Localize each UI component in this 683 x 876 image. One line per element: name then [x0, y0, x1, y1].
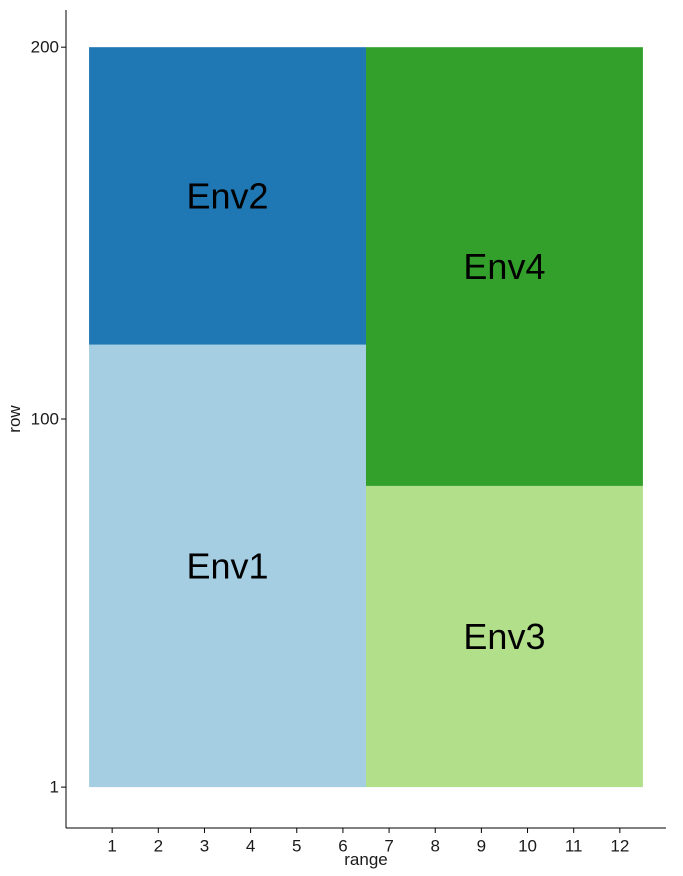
x-tick-label: 11	[565, 837, 583, 856]
x-tick-label: 10	[518, 837, 537, 856]
env-label-env3: Env3	[463, 616, 545, 657]
y-tick-label: 200	[31, 38, 59, 57]
env-label-env1: Env1	[187, 545, 269, 586]
x-tick-label: 6	[338, 837, 347, 856]
x-tick-label: 1	[107, 837, 116, 856]
x-tick-label: 12	[610, 837, 629, 856]
x-tick-label: 2	[154, 837, 163, 856]
env-block-env1	[89, 344, 367, 788]
x-tick-label: 3	[200, 837, 209, 856]
env-block-env4	[366, 47, 643, 486]
env-label-env4: Env4	[463, 246, 545, 287]
x-tick-label: 8	[430, 837, 439, 856]
env-label-env2: Env2	[187, 175, 269, 216]
y-tick-label: 1	[50, 778, 59, 797]
x-tick-label: 9	[477, 837, 486, 856]
x-axis-title: range	[344, 850, 387, 869]
y-tick-label: 100	[31, 410, 59, 429]
x-tick-label: 4	[246, 837, 255, 856]
x-tick-label: 7	[384, 837, 393, 856]
env-block-env3	[366, 485, 643, 788]
y-axis-title: row	[5, 405, 24, 433]
env-labels: Env1 Env2 Env3 Env4	[187, 175, 546, 657]
env-blocks	[89, 47, 643, 788]
x-tick-label: 5	[292, 837, 301, 856]
env-block-env2	[89, 47, 367, 345]
